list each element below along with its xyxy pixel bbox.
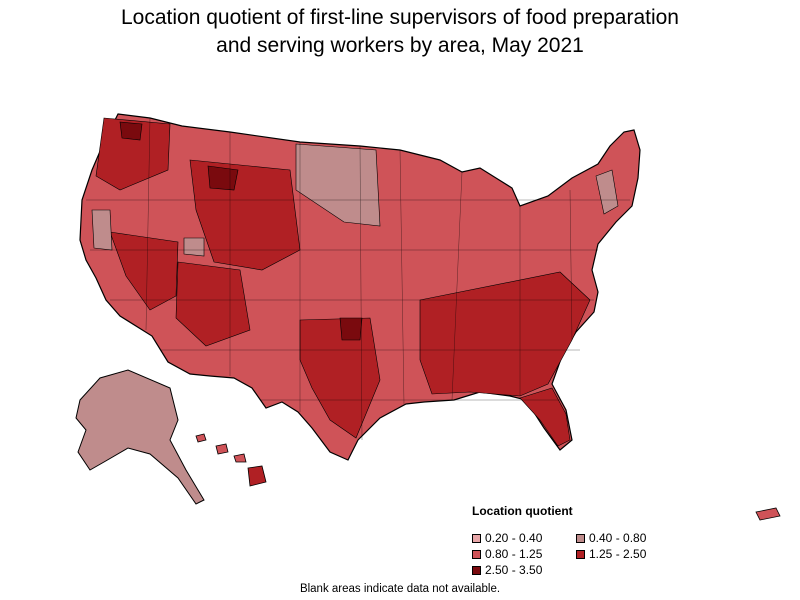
region-nevada-high	[109, 231, 179, 311]
region-california-low	[91, 209, 113, 251]
legend: Location quotient 0.20 - 0.40 0.40 - 0.8…	[472, 504, 712, 577]
legend-item-0: 0.20 - 0.40	[472, 531, 576, 545]
legend-item-3: 1.25 - 2.50	[576, 547, 696, 561]
legend-label-0: 0.20 - 0.40	[485, 531, 543, 545]
legend-swatch-2	[472, 549, 481, 559]
legend-grid: 0.20 - 0.40 0.40 - 0.80 0.80 - 1.25 1.25…	[472, 531, 712, 577]
legend-swatch-0	[472, 533, 481, 543]
title-line-2: and serving workers by area, May 2021	[216, 34, 584, 57]
region-new-england-low	[595, 169, 619, 215]
region-southeast-high	[419, 271, 591, 397]
legend-label-2: 0.80 - 1.25	[485, 547, 543, 561]
region-texas-high	[299, 317, 381, 439]
hawaii	[195, 433, 267, 487]
footnote: Blank areas indicate data not available.	[299, 583, 501, 595]
legend-item-1: 0.40 - 0.80	[576, 531, 696, 545]
map-title: Location quotient of first-line supervis…	[0, 4, 800, 60]
region-utah-low	[183, 237, 205, 257]
legend-swatch-1	[576, 533, 585, 543]
region-dakotas-low	[295, 143, 381, 227]
legend-title: Location quotient	[472, 504, 573, 518]
region-top-2	[119, 121, 143, 141]
region-southwest-high	[175, 261, 251, 347]
title-line-1: Location quotient of first-line supervis…	[121, 6, 679, 29]
legend-label-4: 2.50 - 3.50	[485, 563, 543, 577]
region-top-3	[339, 317, 363, 341]
puerto-rico	[755, 507, 781, 521]
legend-swatch-4	[472, 565, 481, 575]
legend-swatch-3	[576, 549, 585, 559]
legend-label-3: 1.25 - 2.50	[589, 547, 647, 561]
alaska	[75, 369, 205, 505]
region-florida-high	[519, 387, 571, 447]
legend-item-4: 2.50 - 3.50	[472, 563, 576, 577]
region-top-1	[207, 165, 239, 191]
area-boundaries	[86, 117, 630, 441]
region-northwest-high	[95, 117, 171, 191]
legend-label-1: 0.40 - 0.80	[589, 531, 647, 545]
legend-item-2: 0.80 - 1.25	[472, 547, 576, 561]
